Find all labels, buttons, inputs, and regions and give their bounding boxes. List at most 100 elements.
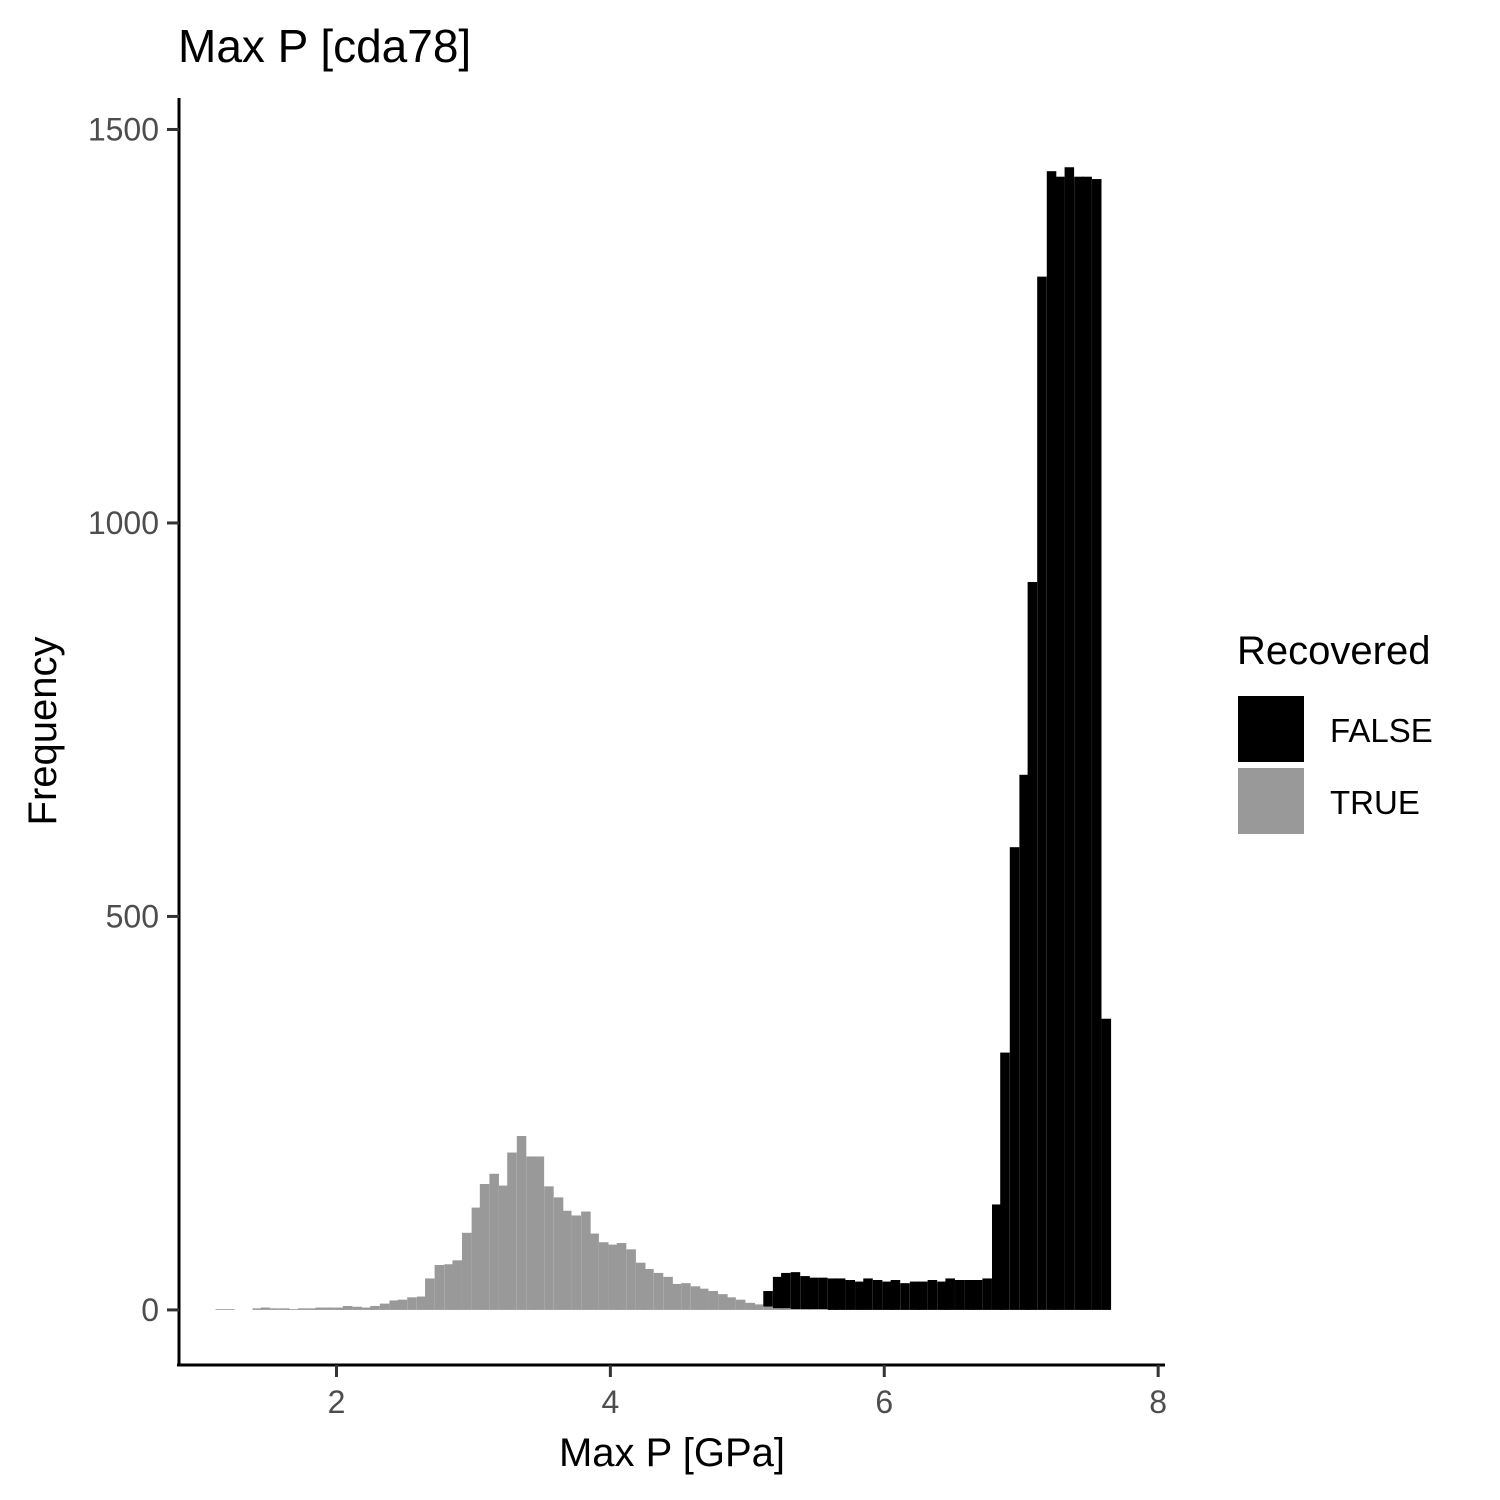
bar-true <box>626 1249 636 1310</box>
bar-false <box>800 1276 810 1310</box>
bar-true <box>690 1286 701 1310</box>
bar-true <box>735 1299 746 1310</box>
bar-false <box>1082 176 1092 1310</box>
bar-true <box>726 1297 736 1310</box>
bar-false <box>991 1204 1002 1310</box>
bar-true <box>790 1309 801 1310</box>
bar-false <box>890 1280 901 1310</box>
histogram-bars <box>215 167 1112 1310</box>
legend-title: Recovered <box>1237 629 1430 673</box>
bar-false <box>972 1280 983 1310</box>
bar-false <box>955 1280 965 1310</box>
bar-true <box>307 1308 317 1310</box>
bar-true <box>708 1291 719 1310</box>
bar-true <box>763 1306 773 1310</box>
x-tick-label: 6 <box>875 1384 893 1420</box>
bar-true <box>498 1185 509 1310</box>
bar-true <box>434 1265 445 1310</box>
bar-true <box>444 1264 454 1310</box>
y-axis-ticks: 0 500 1000 1500 <box>88 111 179 1328</box>
bar-true <box>800 1309 810 1310</box>
bar-false <box>1074 176 1084 1310</box>
bar-true <box>571 1215 582 1310</box>
bar-false <box>845 1280 855 1310</box>
bar-true <box>616 1243 627 1310</box>
bar-false <box>982 1278 992 1310</box>
bar-false <box>763 1291 773 1307</box>
x-axis-title: Max P [GPa] <box>559 1431 785 1475</box>
bar-true <box>534 1156 545 1310</box>
bar-true <box>653 1272 664 1310</box>
bar-true <box>452 1260 462 1310</box>
bar-true <box>718 1294 728 1310</box>
bar-false <box>808 1277 819 1310</box>
bar-false <box>1037 276 1047 1310</box>
bar-false <box>1027 581 1038 1310</box>
bar-true <box>781 1308 791 1310</box>
y-axis-title: Frequency <box>21 637 65 826</box>
bar-true <box>425 1278 435 1310</box>
bar-false <box>927 1280 938 1310</box>
bar-true <box>479 1184 490 1310</box>
bar-false <box>1019 774 1029 1310</box>
bar-false <box>918 1281 928 1310</box>
x-tick-label: 2 <box>328 1384 346 1420</box>
bar-true <box>215 1309 226 1310</box>
bar-true <box>379 1303 390 1310</box>
bar-true <box>698 1288 709 1310</box>
bar-false <box>937 1281 947 1310</box>
bar-true <box>608 1244 619 1310</box>
bar-false <box>900 1283 910 1310</box>
bar-true <box>397 1299 408 1310</box>
bar-true <box>644 1268 654 1310</box>
bar-true <box>362 1307 372 1310</box>
bar-true <box>225 1309 235 1310</box>
bar-false <box>827 1278 838 1310</box>
x-tick-label: 4 <box>601 1384 619 1420</box>
bar-true <box>581 1211 591 1310</box>
bar-true <box>544 1186 554 1310</box>
bar-true <box>370 1305 380 1310</box>
bar-true <box>598 1242 609 1310</box>
bar-true <box>745 1302 756 1310</box>
chart-title: Max P [cda78] <box>178 20 471 72</box>
legend-swatch-true <box>1238 768 1304 834</box>
y-tick-label: 0 <box>141 1292 159 1328</box>
bar-false <box>1091 179 1102 1310</box>
bar-true <box>407 1297 417 1310</box>
bar-true <box>818 1309 828 1310</box>
bar-false <box>1054 176 1065 1310</box>
legend-label-true: TRUE <box>1330 784 1420 821</box>
bar-true <box>416 1296 427 1310</box>
legend-label-false: FALSE <box>1330 712 1433 749</box>
bar-false <box>964 1280 975 1310</box>
bar-false <box>882 1281 892 1310</box>
bar-true <box>753 1304 764 1310</box>
bar-false <box>1046 171 1057 1310</box>
bar-true <box>297 1308 308 1310</box>
legend-swatch-false <box>1238 696 1304 762</box>
bar-true <box>589 1233 599 1310</box>
bar-true <box>516 1135 527 1310</box>
bar-true <box>507 1152 517 1310</box>
y-tick-label: 1000 <box>88 505 159 541</box>
bar-true <box>462 1232 472 1310</box>
bar-true <box>663 1276 673 1310</box>
bar-true <box>808 1309 819 1310</box>
bar-true <box>561 1210 572 1310</box>
bar-true <box>342 1305 353 1310</box>
bar-true <box>260 1307 271 1310</box>
bar-false <box>1000 1052 1010 1310</box>
y-tick-label: 1500 <box>88 111 159 147</box>
x-axis-ticks: 2 4 6 8 <box>328 1365 1167 1420</box>
bar-true <box>252 1308 263 1310</box>
bar-true <box>334 1307 345 1310</box>
bar-false <box>855 1281 865 1310</box>
bar-false <box>781 1272 791 1309</box>
x-tick-label: 8 <box>1149 1384 1167 1420</box>
bar-false <box>835 1278 846 1310</box>
bar-true <box>471 1207 482 1310</box>
bar-true <box>526 1156 536 1310</box>
bar-true <box>270 1308 280 1310</box>
